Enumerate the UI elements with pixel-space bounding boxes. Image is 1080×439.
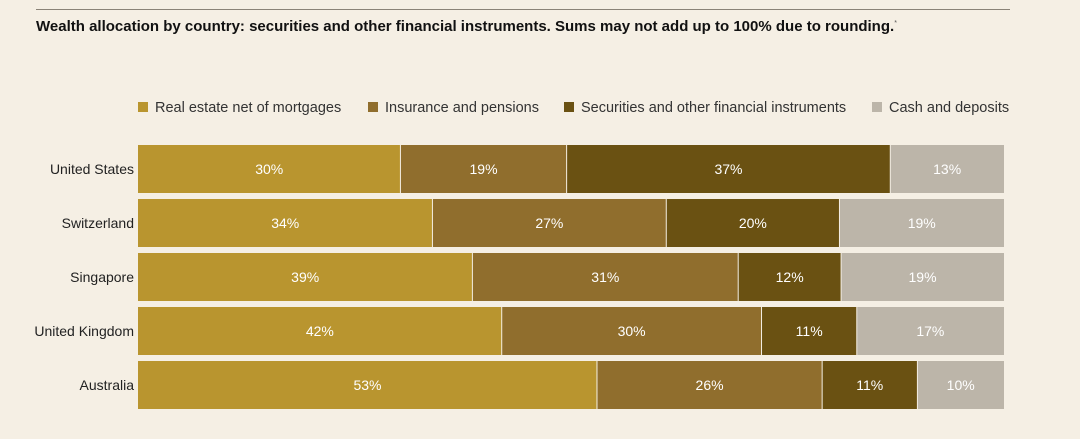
bar-singapore-insurance-and-pensions — [472, 253, 739, 301]
bar-united-states-insurance-and-pensions — [400, 145, 567, 193]
row-united-kingdom: United Kingdom 42% 30% 11% 17% — [34, 307, 1004, 355]
category-label-united-kingdom: United Kingdom — [34, 323, 134, 339]
chart-rows: United States 30% 19% 37% 13% Switzerland 34% 2… — [34, 145, 1004, 409]
bar-australia-cash-and-deposits — [917, 361, 1004, 409]
data-label-united-kingdom-insurance-and-pensions: 30% — [618, 323, 646, 339]
row-australia: Australia 53% 26% 11% 10% — [80, 361, 1004, 409]
data-label-australia-insurance-and-pensions: 26% — [696, 377, 724, 393]
data-label-singapore-real-estate-net-of-mortgages: 39% — [291, 269, 319, 285]
row-switzerland: Switzerland 34% 27% 20% 19% — [62, 199, 1004, 247]
data-label-switzerland-securities-and-other-financial-instruments: 20% — [739, 215, 767, 231]
data-label-switzerland-cash-and-deposits: 19% — [908, 215, 936, 231]
chart-title: Wealth allocation by country: securities… — [36, 18, 1026, 35]
category-label-switzerland: Switzerland — [62, 215, 134, 231]
bar-switzerland-securities-and-other-financial-instruments — [666, 199, 840, 247]
category-label-australia: Australia — [80, 377, 135, 393]
title-footnote-mark: * — [894, 20, 897, 27]
bar-switzerland-insurance-and-pensions — [432, 199, 667, 247]
row-singapore: Singapore 39% 31% 12% 19% — [70, 253, 1004, 301]
data-label-switzerland-insurance-and-pensions: 27% — [535, 215, 563, 231]
data-label-australia-real-estate-net-of-mortgages: 53% — [353, 377, 381, 393]
legend-swatch-cash-and-deposits — [872, 102, 882, 112]
legend-label-securities-and-other-financial-instruments: Securities and other financial instrumen… — [581, 100, 846, 116]
top-rule — [36, 9, 1010, 10]
data-label-singapore-cash-and-deposits: 19% — [909, 269, 937, 285]
bar-united-kingdom-securities-and-other-financial-instruments — [761, 307, 857, 355]
data-label-australia-securities-and-other-financial-instruments: 11% — [856, 377, 883, 393]
legend-label-cash-and-deposits: Cash and deposits — [889, 100, 1009, 116]
data-label-united-states-cash-and-deposits: 13% — [933, 161, 961, 177]
legend-swatch-insurance-and-pensions — [368, 102, 378, 112]
chart-title-text: Wealth allocation by country: securities… — [36, 18, 895, 35]
bar-united-states-real-estate-net-of-mortgages — [138, 145, 401, 193]
legend-swatch-securities-and-other-financial-instruments — [564, 102, 574, 112]
bar-united-kingdom-real-estate-net-of-mortgages — [138, 307, 502, 355]
data-label-united-states-securities-and-other-financial-instruments: 37% — [714, 161, 742, 177]
data-label-australia-cash-and-deposits: 10% — [947, 377, 975, 393]
category-label-united-states: United States — [50, 161, 134, 177]
bar-australia-securities-and-other-financial-instruments — [822, 361, 918, 409]
bar-switzerland-real-estate-net-of-mortgages — [138, 199, 433, 247]
row-united-states: United States 30% 19% 37% 13% — [50, 145, 1004, 193]
bar-australia-real-estate-net-of-mortgages — [138, 361, 597, 409]
bar-singapore-cash-and-deposits — [841, 253, 1004, 301]
legend-label-real-estate-net-of-mortgages: Real estate net of mortgages — [155, 100, 341, 116]
bar-united-states-securities-and-other-financial-instruments — [566, 145, 891, 193]
data-label-switzerland-real-estate-net-of-mortgages: 34% — [271, 215, 299, 231]
legend-label-insurance-and-pensions: Insurance and pensions — [385, 100, 539, 116]
data-label-singapore-insurance-and-pensions: 31% — [591, 269, 619, 285]
bar-switzerland-cash-and-deposits — [839, 199, 1004, 247]
legend: Real estate net of mortgages Insurance an… — [138, 100, 1009, 116]
bar-singapore-securities-and-other-financial-instruments — [738, 253, 842, 301]
data-label-united-states-real-estate-net-of-mortgages: 30% — [255, 161, 283, 177]
bar-australia-insurance-and-pensions — [596, 361, 823, 409]
bar-united-states-cash-and-deposits — [890, 145, 1004, 193]
category-label-singapore: Singapore — [70, 269, 134, 285]
data-label-united-kingdom-real-estate-net-of-mortgages: 42% — [306, 323, 334, 339]
legend-swatch-real-estate-net-of-mortgages — [138, 102, 148, 112]
bar-singapore-real-estate-net-of-mortgages — [138, 253, 473, 301]
data-label-united-kingdom-securities-and-other-financial-instruments: 11% — [796, 323, 823, 339]
data-label-singapore-securities-and-other-financial-instruments: 12% — [776, 269, 804, 285]
bar-united-kingdom-insurance-and-pensions — [501, 307, 762, 355]
bar-united-kingdom-cash-and-deposits — [856, 307, 1004, 355]
data-label-united-states-insurance-and-pensions: 19% — [470, 161, 498, 177]
data-label-united-kingdom-cash-and-deposits: 17% — [916, 323, 944, 339]
